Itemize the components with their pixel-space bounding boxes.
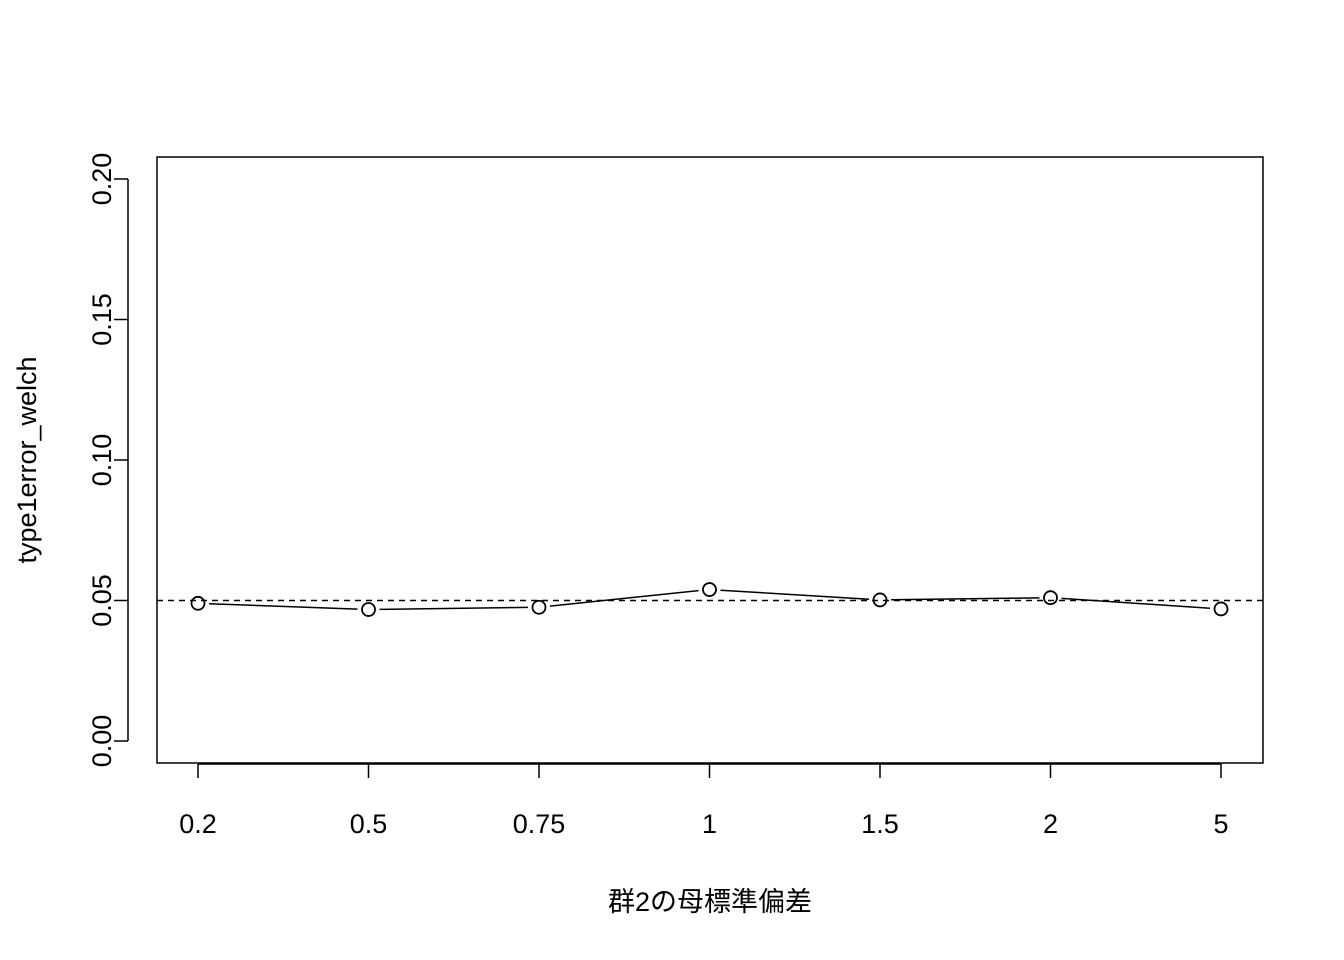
- x-tick-label: 0.5: [350, 809, 388, 839]
- y-tick-label: 0.05: [87, 574, 117, 627]
- data-point: [190, 595, 206, 611]
- data-point: [531, 599, 547, 615]
- y-tick-label: 0.10: [87, 434, 117, 487]
- plot-frame: [156, 156, 1264, 764]
- x-tick-label: 1.5: [861, 809, 899, 839]
- x-tick-label: 1: [702, 809, 717, 839]
- series-line-segment: [208, 602, 358, 610]
- x-axis: 0.2 0.5 0.75 1 1.5 2 5: [179, 763, 1229, 839]
- y-tick-label: 0.20: [87, 153, 117, 206]
- data-point: [1043, 590, 1058, 606]
- series-line-segment: [379, 606, 529, 611]
- y-tick-label: 0.00: [87, 715, 117, 768]
- y-tick-label: 0.15: [87, 293, 117, 346]
- series-line-segment: [1061, 597, 1211, 609]
- x-tick-label: 0.75: [513, 809, 566, 839]
- x-tick-label: 0.2: [179, 809, 217, 839]
- x-tick-label: 5: [1213, 809, 1228, 839]
- series-line-segment: [720, 589, 870, 601]
- x-tick-label: 2: [1043, 809, 1058, 839]
- data-point: [361, 602, 376, 617]
- data-point: [702, 582, 717, 597]
- data-point: [1213, 601, 1229, 617]
- y-axis: 0.00 0.05 0.10 0.15 0.20: [87, 153, 129, 768]
- series-line-segment: [890, 597, 1040, 601]
- data-point: [872, 592, 888, 608]
- y-axis-title: type1error_welch: [12, 356, 42, 563]
- series-line-segment: [549, 589, 699, 607]
- x-axis-title: 群2の母標準偏差: [608, 887, 812, 917]
- series-layer: [190, 582, 1229, 617]
